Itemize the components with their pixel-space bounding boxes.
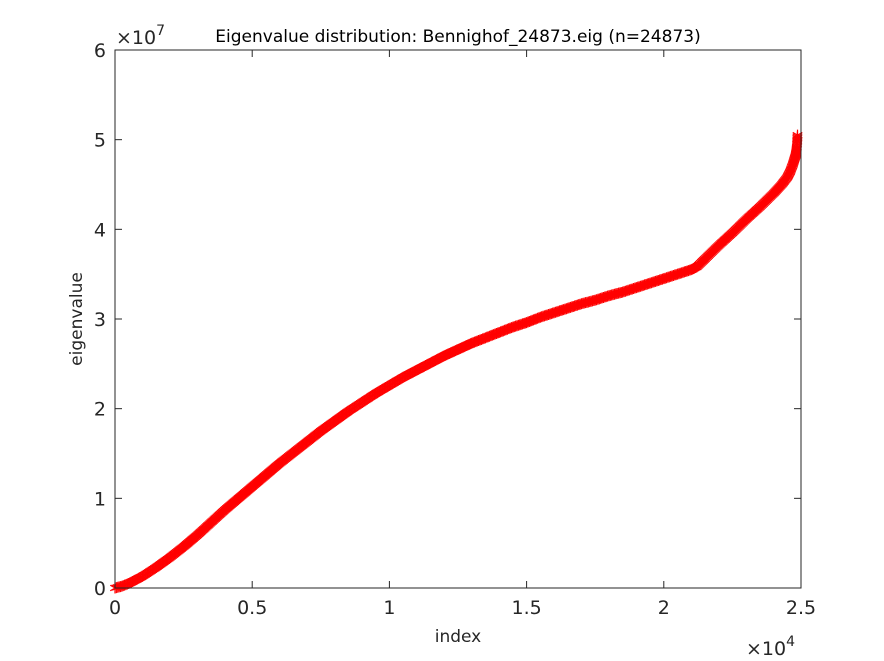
x-tick-label: 2 xyxy=(658,597,670,619)
axis-ticks: 0 0.5 1 1.5 2 2.5 0 1 2 3 4 5 6 xyxy=(94,40,816,619)
x-exponent-power: 4 xyxy=(786,634,795,650)
x-axis-exponent: ×104 xyxy=(746,634,795,660)
y-tick-label: 3 xyxy=(94,309,106,331)
y-tick-label: 1 xyxy=(94,488,106,510)
x-tick-label: 0.5 xyxy=(237,597,267,619)
data-markers xyxy=(109,129,803,594)
chart-title: Eigenvalue distribution: Bennighof_24873… xyxy=(215,27,700,47)
y-tick-label: 5 xyxy=(94,130,106,152)
x-tick-label: 1 xyxy=(383,597,395,619)
x-tick-label: 2.5 xyxy=(786,597,816,619)
plot-area-box xyxy=(114,49,802,589)
x-tick-label: 1.5 xyxy=(511,597,541,619)
y-exponent-base: ×10 xyxy=(116,27,156,49)
y-exponent-power: 7 xyxy=(156,23,165,39)
y-tick-label: 2 xyxy=(94,399,106,421)
y-axis-exponent: ×107 xyxy=(116,23,165,49)
y-axis-label: eigenvalue xyxy=(67,272,87,366)
y-tick-label: 4 xyxy=(94,219,106,241)
x-axis-label: index xyxy=(435,627,482,647)
x-tick-label: 0 xyxy=(109,597,121,619)
y-tick-label: 0 xyxy=(94,578,106,600)
x-exponent-base: ×10 xyxy=(746,638,786,660)
plot-area-background xyxy=(115,50,801,588)
y-tick-label: 6 xyxy=(94,40,106,62)
